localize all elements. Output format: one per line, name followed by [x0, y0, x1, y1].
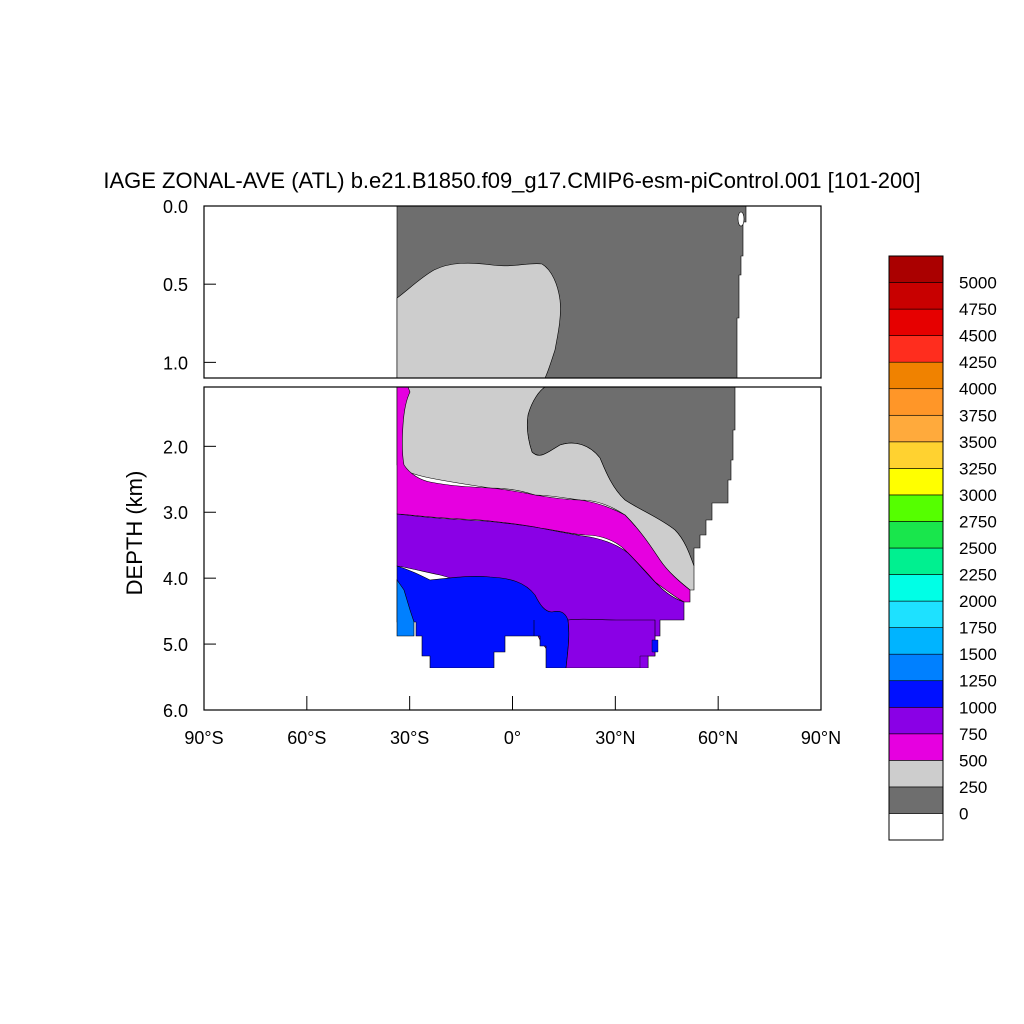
y-axis-ticks-lower: 2.0 3.0 4.0 5.0 6.0: [163, 437, 216, 721]
lower-panel: [203, 386, 822, 711]
colorbar-box: [888, 653, 944, 682]
y-tick-label: 6.0: [163, 701, 188, 721]
colorbar-label: 3750: [959, 406, 997, 425]
colorbar-box: [888, 786, 944, 814]
x-tick-label: 90°S: [184, 728, 223, 748]
colorbar-label: 1500: [959, 645, 997, 664]
colorbar-box: [888, 600, 944, 628]
y-tick-label: 1.0: [163, 353, 188, 373]
upper-panel: [203, 205, 822, 379]
colorbar-label: 4250: [959, 353, 997, 372]
colorbar-box: [888, 760, 944, 788]
colorbar-box: [888, 574, 944, 602]
colorbar-box: [888, 733, 944, 761]
x-axis-ticks: 90°S 60°S 30°S 0° 30°N 60°N 90°N: [184, 696, 841, 748]
colorbar-label: 4000: [959, 380, 997, 399]
x-tick-label: 60°N: [698, 728, 738, 748]
colorbar-label: 3500: [959, 433, 997, 452]
colorbar-label: 4500: [959, 327, 997, 346]
x-tick-label: 60°S: [287, 728, 326, 748]
colorbar-box: [888, 282, 944, 310]
x-tick-label: 30°N: [595, 728, 635, 748]
colorbar-label: 0: [959, 804, 968, 823]
colorbar-box: [888, 521, 944, 549]
colorbar-label: 5000: [959, 274, 997, 293]
region-250-500-upper: [396, 262, 561, 378]
colorbar-box: [888, 308, 944, 336]
y-tick-label: 3.0: [163, 503, 188, 523]
region-750-1000-deep-patch: [565, 618, 656, 669]
colorbar-box: [888, 441, 944, 469]
chart-title: IAGE ZONAL-AVE (ATL) b.e21.B1850.f09_g17…: [103, 168, 920, 193]
region-750-1000-small: [639, 655, 649, 669]
small-enclosed-region: [737, 211, 745, 227]
y-tick-label: 0.0: [163, 197, 188, 217]
colorbar: 0 250 500 750 1000 1250 1500 1750 2000 2250 2500 27…: [888, 255, 997, 841]
colorbar-box: [888, 680, 944, 708]
upper-panel-fields: [396, 206, 747, 378]
colorbar-label: 1750: [959, 619, 997, 638]
colorbar-label: 2500: [959, 539, 997, 558]
region-1000-1250-small: [651, 639, 659, 653]
lower-panel-fields: [396, 387, 736, 710]
colorbar-box: [888, 414, 944, 443]
colorbar-label: 750: [959, 725, 987, 744]
colorbar-box: [888, 813, 944, 841]
colorbar-box: [888, 547, 944, 575]
region-1250-1500-lower: [396, 579, 415, 637]
y-axis-label: DEPTH (km): [122, 471, 147, 596]
colorbar-box: [888, 468, 944, 496]
colorbar-box: [888, 361, 944, 390]
colorbar-label: 250: [959, 778, 987, 797]
region-250-500-lower: [396, 387, 695, 591]
colorbar-label: 1250: [959, 672, 997, 691]
y-tick-label: 2.0: [163, 437, 188, 457]
x-tick-label: 0°: [504, 728, 521, 748]
y-tick-label: 5.0: [163, 635, 188, 655]
colorbar-box: [888, 335, 944, 363]
y-tick-label: 4.0: [163, 569, 188, 589]
colorbar-frame: [888, 255, 944, 841]
region-500-750-lower: [396, 387, 691, 603]
x-tick-label: 90°N: [801, 728, 841, 748]
colorbar-box: [888, 255, 944, 283]
x-tick-label: 30°S: [390, 728, 429, 748]
y-axis-ticks-upper: 0.0 0.5 1.0: [163, 197, 216, 373]
colorbar-label: 2750: [959, 512, 997, 531]
colorbar-label: 3000: [959, 486, 997, 505]
colorbar-label: 500: [959, 751, 987, 770]
colorbar-label: 2250: [959, 566, 997, 585]
y-tick-label: 0.5: [163, 275, 188, 295]
land-mask-bottom: [397, 668, 700, 710]
colorbar-box: [888, 388, 944, 416]
colorbar-label: 1000: [959, 698, 997, 717]
colorbar-box: [888, 494, 944, 522]
colorbar-box: [888, 627, 944, 655]
region-1000-1250-lower: [396, 565, 570, 669]
colorbar-label: 2000: [959, 592, 997, 611]
colorbar-label: 3250: [959, 459, 997, 478]
upper-panel-frame: [203, 205, 822, 379]
colorbar-box: [888, 706, 944, 735]
colorbar-label: 4750: [959, 300, 997, 319]
